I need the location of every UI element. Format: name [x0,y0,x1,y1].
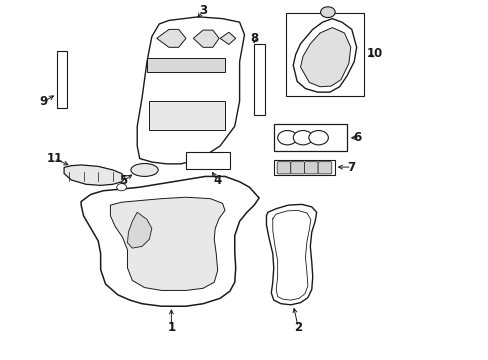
Polygon shape [157,30,185,47]
Circle shape [308,131,328,145]
Polygon shape [193,30,219,47]
FancyBboxPatch shape [318,162,331,174]
Polygon shape [266,204,316,305]
Circle shape [277,131,297,145]
Text: 3: 3 [199,4,207,17]
Bar [185,152,229,169]
Polygon shape [110,197,224,291]
Circle shape [320,7,334,18]
Bar [273,125,346,151]
Polygon shape [147,58,224,72]
Circle shape [117,184,126,191]
Text: 9: 9 [40,95,48,108]
Polygon shape [64,165,125,185]
Text: 4: 4 [213,174,222,187]
Polygon shape [127,212,152,248]
FancyBboxPatch shape [277,162,290,174]
Polygon shape [137,17,244,164]
Text: 2: 2 [293,320,302,333]
Bar [254,44,264,116]
Ellipse shape [131,163,158,176]
Text: 7: 7 [347,161,355,174]
Polygon shape [293,19,356,92]
Text: 8: 8 [250,32,258,45]
Polygon shape [149,101,224,130]
Text: 6: 6 [353,131,361,144]
Text: 1: 1 [167,320,175,333]
Bar [285,13,363,96]
Circle shape [293,131,312,145]
FancyBboxPatch shape [304,162,318,174]
Polygon shape [220,32,235,44]
Text: 5: 5 [119,174,127,187]
Polygon shape [300,28,350,87]
Text: 10: 10 [366,47,383,60]
Polygon shape [81,176,259,306]
Text: 11: 11 [46,152,62,165]
Bar [273,159,334,175]
FancyBboxPatch shape [290,162,304,174]
Bar [57,51,67,108]
